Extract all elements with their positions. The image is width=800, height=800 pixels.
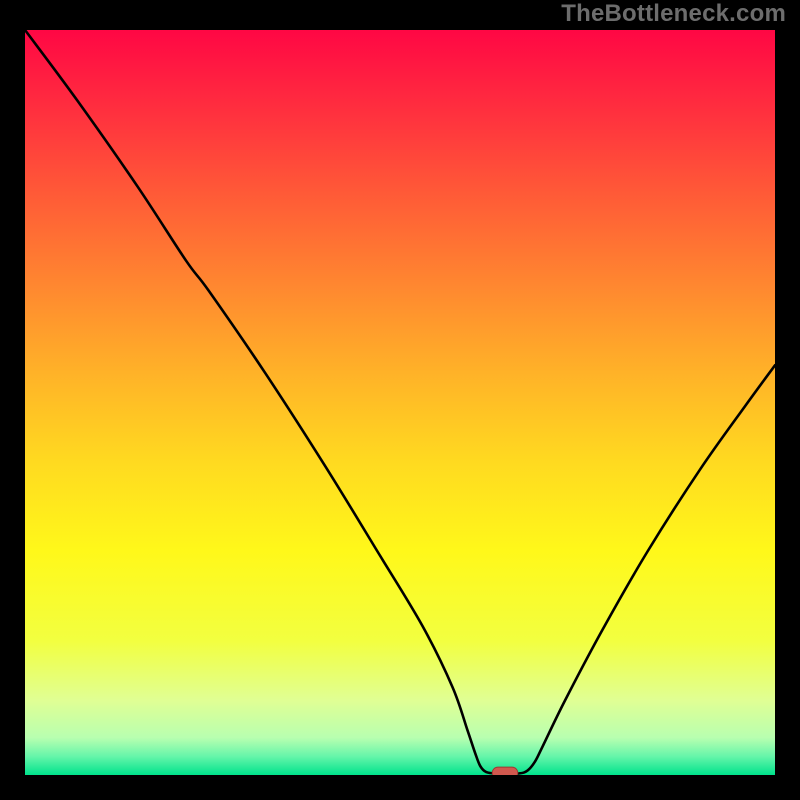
plot-area — [25, 30, 775, 775]
watermark-text: TheBottleneck.com — [561, 0, 786, 28]
optimal-marker — [492, 767, 518, 775]
chart-frame: TheBottleneck.com — [0, 0, 800, 800]
plot-gradient — [25, 30, 775, 775]
